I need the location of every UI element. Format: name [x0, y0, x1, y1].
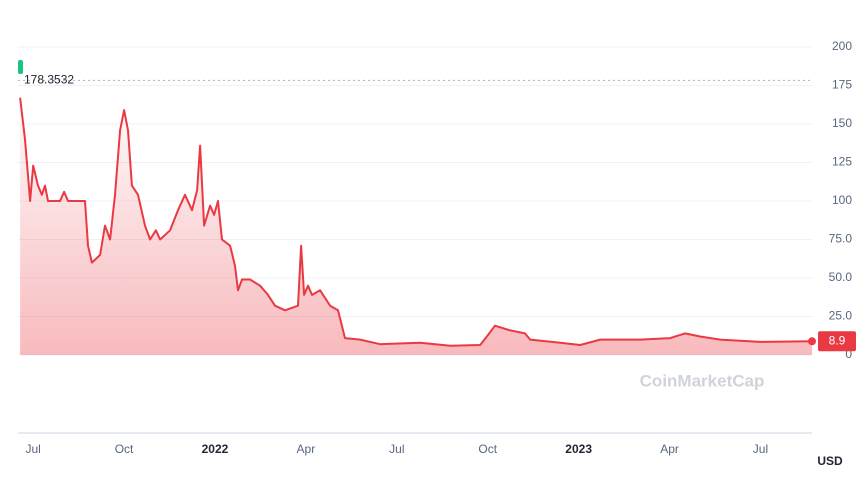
y-tick-label: 175	[832, 78, 852, 92]
y-tick-label: 50.0	[829, 270, 853, 284]
y-tick-label: 150	[832, 116, 852, 130]
last-value-box	[818, 331, 856, 352]
x-tick-label: Apr	[297, 442, 316, 456]
x-tick-label: Jul	[25, 442, 40, 456]
y-tick-label: 0	[845, 347, 852, 361]
y-tick-label: 75.0	[829, 232, 853, 246]
x-tick-label: Apr	[660, 442, 679, 456]
marker	[18, 60, 23, 74]
x-tick-label: Oct	[115, 442, 134, 456]
last-point	[808, 337, 816, 346]
last-value-label: 8.9	[829, 333, 846, 347]
y-tick-label: 100	[832, 193, 852, 207]
x-tick-label: Jul	[753, 442, 768, 456]
y-axis-label: USD	[817, 454, 843, 468]
watermark: CoinMarketCap	[640, 371, 765, 390]
area	[20, 97, 813, 356]
max-label: 178.3532	[24, 73, 74, 87]
y-tick-label: 125	[832, 155, 852, 169]
x-tick-label: Oct	[478, 442, 497, 456]
y-tick-label: 200	[832, 39, 852, 53]
x-tick-label: Jul	[389, 442, 404, 456]
x-tick-label: 2022	[202, 442, 229, 456]
line	[19, 97, 813, 347]
x-tick-label: 2023	[565, 442, 592, 456]
y-tick-label: 25.0	[829, 309, 853, 323]
